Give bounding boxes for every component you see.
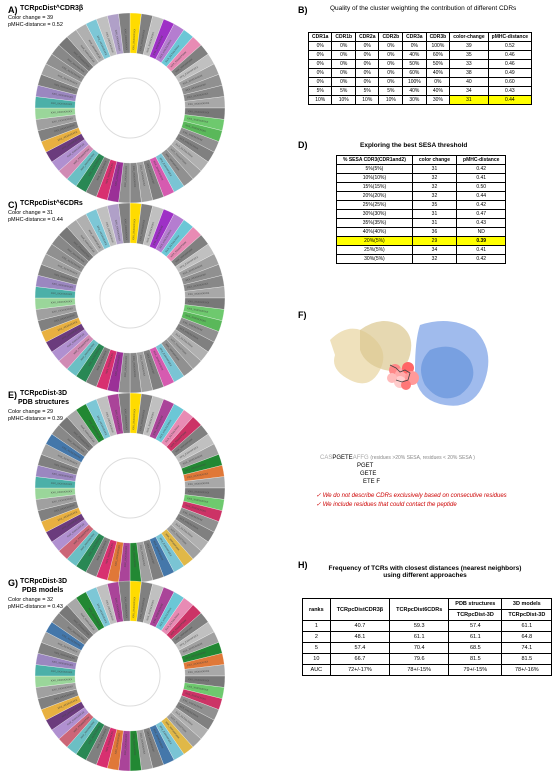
wheel-c: XXX_XXXXXXXXXXXX_XXXXXXXXXXXX_XXXXXXXXXX… (30, 198, 230, 398)
note2: We include residues that could contact t… (323, 502, 457, 508)
note1: We do not describe CDRs exclusively base… (323, 493, 507, 499)
panel-f-label: F) (298, 310, 307, 320)
panel-b-label: B) (298, 5, 308, 15)
panel-a-label: A) (8, 5, 18, 15)
panel-h-label: H) (298, 560, 308, 570)
panel-g-label: G) (8, 578, 18, 588)
panel-d-label: D) (298, 140, 308, 150)
panel-c-label: C) (8, 200, 18, 210)
seq-label: (residues >20% SESA, residues < 20% SESA… (370, 455, 475, 461)
panel-e-label: E) (8, 390, 17, 400)
seq-gray2: AFFG (353, 455, 369, 461)
seq-black: PGETE (332, 455, 352, 461)
table-d: % SESA CDR3(CDR1and2)color changepMHC-di… (336, 155, 506, 264)
table-h: ranksTCRpcDistCDR3βTCRpcDist6CDRsPDB str… (302, 598, 552, 676)
wheel-e: XXX_XXXXXXXXXXXX_XXXXXXXXXXXX_XXXXXXXXXX… (30, 388, 230, 588)
wheel-g: XXX_XXXXXXXXXXXX_XXXXXXXXXXXX_XXXXXXXXXX… (30, 576, 230, 776)
seq-line3: GETE (360, 471, 376, 477)
panel-b-title: Quality of the cluster weighting the con… (330, 5, 516, 12)
protein-structure (320, 310, 500, 450)
table-b: CDR1aCDR1bCDR2aCDR2bCDR3aCDR3bcolor-chan… (308, 32, 532, 105)
seq-line2: PGET (357, 463, 373, 469)
seq-gray1: CAS (320, 455, 332, 461)
panel-h-title: Frequency of TCRs with closest distances… (320, 565, 530, 579)
panel-d-title: Exploring the best SESA threshold (360, 142, 467, 149)
seq-line4: ETE F (363, 479, 380, 485)
wheel-a: XXX_XXXXXXXXXXXX_XXXXXXXXXXXX_XXXXXXXXXX… (30, 8, 230, 208)
